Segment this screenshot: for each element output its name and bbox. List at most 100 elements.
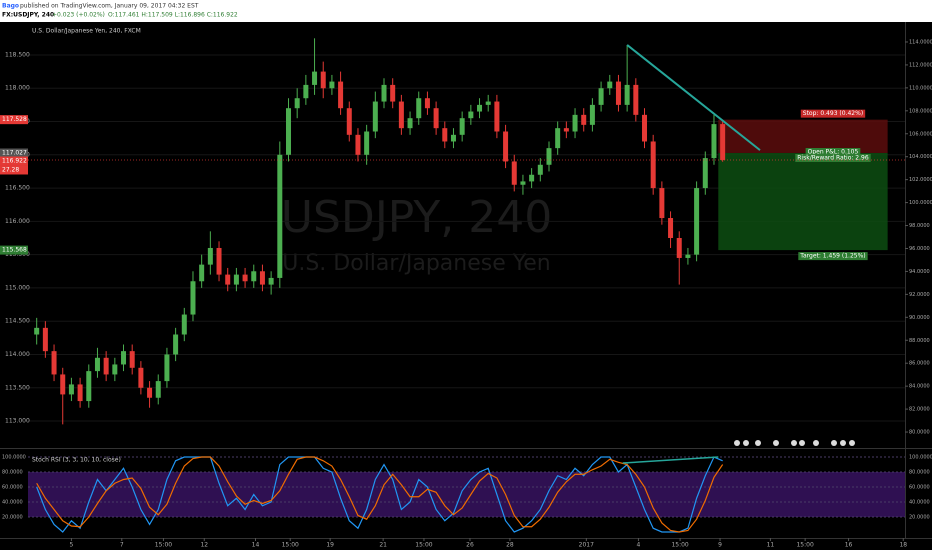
candle-body	[694, 188, 700, 255]
candle-body	[607, 81, 613, 89]
candle-body	[598, 88, 604, 105]
y2-tick-label: 82.0000	[909, 407, 930, 413]
candle-body	[398, 101, 404, 129]
candle-body	[34, 327, 40, 335]
candle-body	[259, 271, 265, 285]
candle-body	[155, 381, 161, 398]
candle-body	[277, 154, 283, 278]
candle-body	[520, 181, 526, 185]
x-tick-label: 15:00	[796, 542, 813, 549]
candle-body	[468, 111, 474, 119]
candle-body	[711, 124, 717, 159]
header-bar	[0, 0, 932, 22]
x-tick-label: 15:00	[282, 542, 299, 549]
y-tick-label: 80.0000	[2, 470, 23, 476]
candle-body	[346, 108, 352, 135]
watermark-subtitle: U.S. Dollar/Japanese Yen	[282, 251, 551, 276]
y2-tick-label: 108.0000	[909, 108, 932, 114]
stop-label: Stop: 0.493 (0.42%)	[803, 110, 863, 117]
candle-body	[103, 357, 109, 375]
x-tick-label: 9	[718, 542, 722, 549]
candle-body	[338, 81, 344, 109]
published: published on TradingView.com, January 09…	[20, 3, 199, 10]
candle-body	[676, 237, 682, 258]
countdown-label-bg	[0, 165, 28, 175]
change: +0.023 (+0.02%)	[52, 12, 105, 19]
candle-body	[633, 84, 639, 115]
entry-price-label-bg	[0, 148, 28, 158]
candle-body	[720, 124, 726, 160]
x-tick-label: 21	[379, 542, 387, 549]
candle-body	[563, 128, 569, 132]
countdown-label: 27.28	[2, 166, 19, 173]
candle-body	[485, 101, 491, 105]
label-bg	[798, 252, 868, 261]
candle-body	[537, 164, 543, 175]
candle-body	[112, 364, 118, 375]
candle-body	[702, 158, 708, 189]
pane-title: Stoch RSI (3, 3, 10, 10, close)	[32, 457, 121, 464]
candle-body	[173, 334, 179, 355]
candle-body	[181, 314, 187, 335]
x-tick-label: 15:00	[415, 542, 432, 549]
candle-body	[581, 114, 587, 125]
candle-body	[294, 98, 300, 109]
candle-body	[207, 247, 213, 265]
stop-price-label: 117.528	[2, 116, 27, 123]
candle-body	[164, 354, 170, 382]
y2-tick-label: 20.0000	[909, 514, 930, 520]
candle-body	[668, 218, 674, 238]
candle-body	[129, 351, 135, 368]
stoch-band	[28, 472, 905, 517]
y-tick-label: 114.500	[5, 318, 30, 325]
x-tick-label: 28	[506, 542, 514, 549]
current-price-label: 116.922	[2, 157, 27, 164]
candle-body	[572, 114, 578, 132]
x-tick-label: 14	[252, 542, 260, 549]
x-tick-label: 11	[767, 542, 775, 549]
x-tick-label: 2017	[579, 542, 594, 549]
pane-title: U.S. Dollar/Japanese Yen, 240, FXCM	[32, 28, 141, 35]
candle-body	[320, 71, 326, 89]
candle-body	[555, 128, 561, 149]
candle-body	[589, 104, 595, 125]
y2-tick-label: 80.0000	[909, 470, 930, 476]
x-tick-label: 4	[637, 542, 641, 549]
x-tick-label: 15:00	[155, 542, 172, 549]
y-tick-label: 116.500	[5, 185, 30, 192]
y2-tick-label: 114.0000	[909, 39, 932, 45]
trendline	[622, 456, 719, 464]
target-zone	[718, 152, 888, 251]
y2-tick-label: 80.0000	[909, 430, 930, 436]
x-tick-label: 26	[466, 542, 474, 549]
candle-body	[615, 81, 621, 105]
pnl-label: Open P&L: 0.105	[808, 148, 859, 155]
target-label: Target: 1.459 (1.25%)	[799, 253, 865, 260]
x-tick-label: 18	[899, 542, 907, 549]
candle-body	[121, 351, 127, 365]
candle-body	[372, 101, 378, 132]
candle-body	[303, 84, 309, 99]
candle-body	[642, 114, 648, 142]
y2-tick-label: 100.0000	[909, 200, 932, 206]
target-price-label-bg	[0, 245, 28, 255]
y2-tick-label: 112.0000	[909, 62, 932, 68]
candle-body	[390, 84, 396, 102]
candle-body	[138, 367, 144, 388]
candle-body	[51, 351, 57, 375]
y-tick-label: 113.500	[5, 384, 30, 391]
candle-body	[546, 148, 552, 165]
y-tick-label: 115.000	[5, 284, 30, 291]
candle-body	[685, 254, 691, 258]
candle-body	[77, 384, 83, 402]
candle-body	[503, 131, 509, 162]
y2-tick-label: 92.0000	[909, 292, 930, 298]
candle-body	[94, 357, 100, 372]
stoch-line	[36, 456, 723, 533]
y-tick-label: 20.0000	[2, 514, 23, 520]
stop-price-label-bg	[0, 115, 28, 125]
current-price-label-bg	[0, 156, 28, 166]
candle-body	[659, 188, 665, 219]
trendline	[626, 44, 761, 151]
